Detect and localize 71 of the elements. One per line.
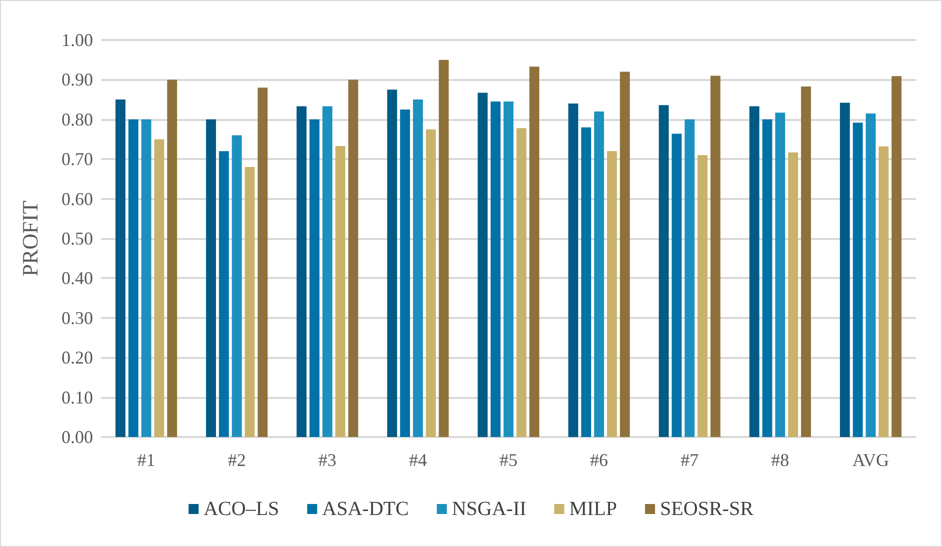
bar <box>258 88 268 437</box>
legend-label: ACO–LS <box>204 498 280 520</box>
bar <box>684 119 695 437</box>
bar <box>620 72 630 437</box>
bar <box>878 146 889 437</box>
y-tick-label: 0.40 <box>62 268 93 288</box>
y-tick-label: 0.00 <box>62 427 93 447</box>
bar <box>749 106 760 437</box>
bar <box>594 111 604 437</box>
legend-label: SEOSR-SR <box>660 498 754 520</box>
x-tick-label: #8 <box>771 450 790 470</box>
x-tick-label: #6 <box>590 450 608 470</box>
bar <box>698 155 708 437</box>
bar <box>400 109 410 437</box>
y-tick-label: 0.90 <box>62 70 93 90</box>
bar <box>516 128 526 437</box>
x-tick-label: AVG <box>852 450 890 470</box>
legend-label: ASA-DTC <box>322 498 409 520</box>
bar <box>840 102 850 437</box>
bar <box>775 112 786 437</box>
bar <box>788 152 798 437</box>
bar <box>710 76 720 437</box>
bar <box>348 80 358 437</box>
x-tick-label: #4 <box>408 450 427 470</box>
bar <box>490 102 501 437</box>
x-tick-label: #1 <box>137 450 156 470</box>
bar <box>504 102 514 437</box>
bar <box>801 86 811 437</box>
bar <box>607 151 617 437</box>
bar <box>128 119 138 437</box>
bar <box>581 127 592 437</box>
bar <box>218 151 229 437</box>
bar <box>310 119 320 437</box>
bar <box>322 106 332 437</box>
y-tick-label: 0.30 <box>62 308 93 328</box>
bar <box>412 100 423 437</box>
bar <box>892 76 902 437</box>
bar <box>762 119 772 437</box>
bar <box>232 135 242 437</box>
bar <box>387 90 398 437</box>
bar <box>206 119 216 437</box>
x-tick-label: #7 <box>680 450 699 470</box>
bar <box>568 104 578 437</box>
y-tick-label: 0.50 <box>62 228 93 248</box>
y-axis-title: PROFIT <box>18 200 42 276</box>
y-tick-label: 0.70 <box>62 149 93 170</box>
bar <box>852 122 863 437</box>
bar <box>141 119 152 437</box>
bar <box>335 146 346 437</box>
bar <box>672 134 682 437</box>
y-tick-label: 0.20 <box>62 348 93 368</box>
bar <box>167 80 178 437</box>
x-tick-label: #3 <box>318 450 336 470</box>
y-tick-label: 0.10 <box>62 387 93 408</box>
bar <box>866 113 876 437</box>
y-tick-label: 1.00 <box>62 30 93 50</box>
bar <box>658 105 669 437</box>
bar <box>438 60 449 437</box>
legend-label: NSGA-II <box>452 498 526 520</box>
bar <box>115 100 126 437</box>
bar <box>426 129 436 437</box>
y-tick-label: 0.60 <box>62 188 93 209</box>
bar <box>244 167 255 437</box>
x-tick-label: #2 <box>228 450 246 470</box>
bar <box>154 139 164 437</box>
bar <box>296 106 307 437</box>
bar <box>478 92 488 437</box>
y-tick-label: 0.80 <box>62 109 93 130</box>
x-tick-label: #5 <box>500 450 518 470</box>
legend-label: MILP <box>569 498 618 520</box>
bar <box>529 66 540 437</box>
